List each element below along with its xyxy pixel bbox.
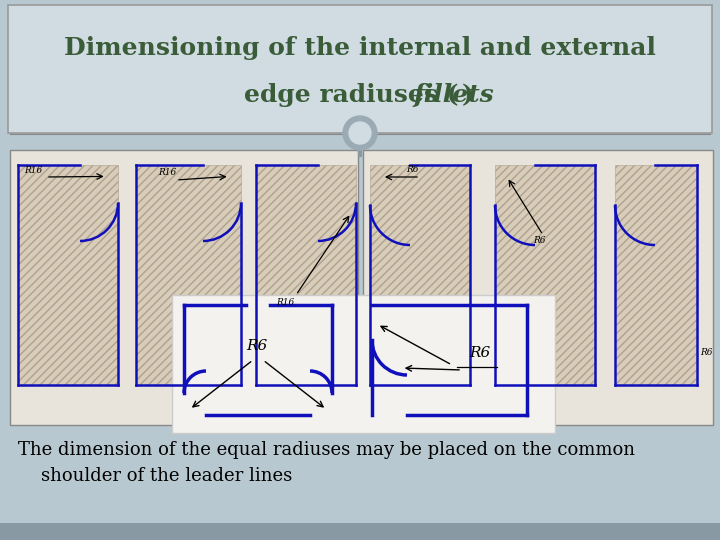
Bar — [8, 5, 712, 133]
Bar — [10, 150, 358, 425]
Text: R6: R6 — [469, 346, 490, 360]
Text: ): ) — [462, 83, 474, 107]
Text: R16: R16 — [158, 168, 176, 177]
Bar — [363, 150, 713, 425]
Bar — [256, 165, 356, 385]
Text: The dimension of the equal radiuses may be placed on the common: The dimension of the equal radiuses may … — [18, 441, 635, 459]
Text: R16: R16 — [276, 298, 294, 307]
Circle shape — [349, 122, 371, 144]
Text: edge radiuses (: edge radiuses ( — [244, 83, 459, 107]
Circle shape — [343, 116, 377, 150]
Bar — [136, 165, 241, 385]
Text: R16: R16 — [24, 166, 42, 175]
Bar — [615, 165, 697, 385]
Text: R6: R6 — [700, 348, 713, 357]
Bar — [370, 165, 470, 385]
Text: shoulder of the leader lines: shoulder of the leader lines — [18, 467, 292, 485]
Text: Dimensioning of the internal and external: Dimensioning of the internal and externa… — [64, 36, 656, 60]
Bar — [495, 165, 595, 385]
Bar — [0, 523, 720, 540]
Text: R6: R6 — [533, 236, 546, 245]
Bar — [172, 295, 555, 433]
Text: fillets: fillets — [413, 83, 494, 107]
Text: R6: R6 — [246, 339, 267, 353]
Text: R6: R6 — [406, 165, 418, 174]
Bar — [18, 165, 118, 385]
